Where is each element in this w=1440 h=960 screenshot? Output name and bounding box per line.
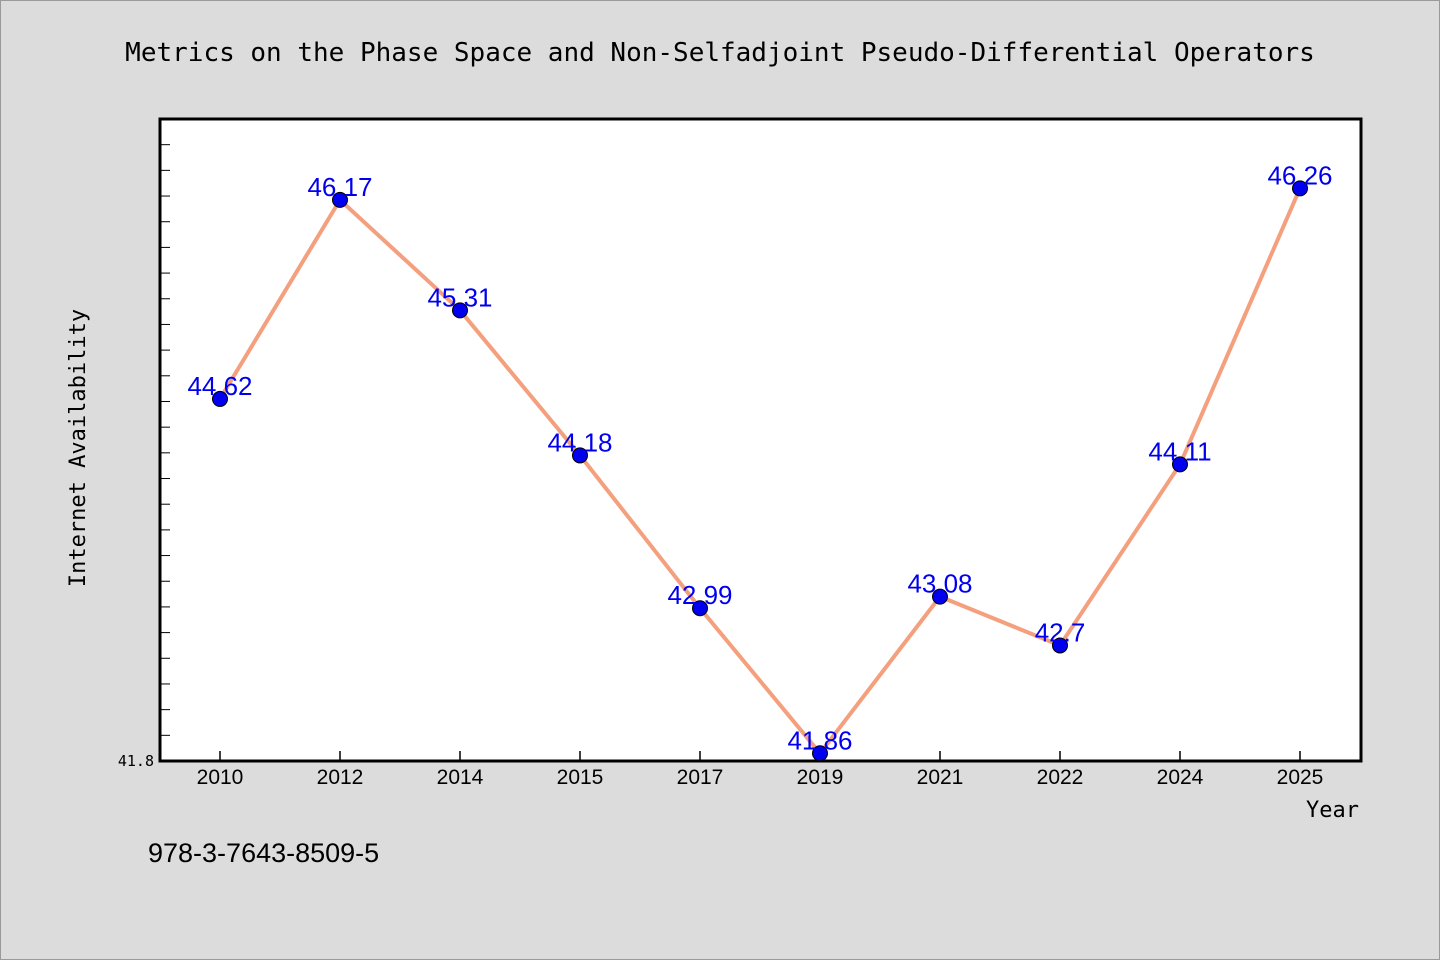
x-tick-label: 2012 (317, 766, 364, 789)
data-point[interactable] (1052, 637, 1068, 654)
x-axis-tick-labels: 2010 2012 2014 2015 2017 2019 2021 2022 2024 2025 (197, 766, 1324, 789)
chart-title: Metrics on the Phase Space and Non-Selfa… (125, 38, 1315, 68)
x-tick-label: 2024 (1157, 766, 1204, 789)
x-axis-ticks (219, 751, 1301, 761)
data-label: 46.17 (307, 172, 372, 202)
data-label: 44.62 (187, 371, 252, 401)
data-label: 44.18 (547, 427, 612, 457)
data-point[interactable] (1172, 456, 1188, 473)
y-axis-ticks (160, 118, 170, 762)
data-label: 44.11 (1148, 436, 1211, 466)
series-layer: 44.62 46.17 45.31 44.18 42.99 41.86 43.08 42.7 4… (187, 160, 1333, 762)
x-tick-label: 2025 (1277, 766, 1324, 789)
data-point[interactable] (452, 302, 468, 319)
plot-area (158, 117, 1363, 763)
isbn-code: 978-3-7643-8509-5 (148, 838, 379, 868)
y-axis-tick-labels: 41.8 (118, 752, 154, 770)
data-label: 46.26 (1267, 160, 1332, 190)
data-point[interactable] (1292, 180, 1308, 197)
data-point[interactable] (212, 390, 228, 407)
data-label: 45.31 (427, 282, 492, 312)
data-label: 41.86 (787, 725, 852, 755)
data-point[interactable] (932, 588, 948, 605)
x-tick-label: 2014 (437, 766, 484, 789)
data-point[interactable] (572, 447, 588, 464)
x-tick-label: 2015 (557, 766, 604, 789)
series-line (218, 186, 1302, 756)
x-tick-label: 2010 (197, 766, 244, 789)
y-axis-title: Internet Availability (66, 309, 91, 587)
x-tick-label: 2019 (797, 766, 844, 789)
y-tick-label: 41.8 (118, 752, 154, 770)
data-label: 42.99 (667, 580, 732, 610)
x-axis-title: Year (1306, 798, 1359, 823)
x-tick-label: 2017 (677, 766, 724, 789)
data-label: 42.7 (1035, 617, 1086, 647)
data-point[interactable] (692, 600, 708, 617)
data-label: 43.08 (907, 569, 972, 599)
data-point[interactable] (812, 745, 828, 762)
x-tick-label: 2021 (917, 766, 964, 789)
data-point[interactable] (332, 191, 348, 208)
x-tick-label: 2022 (1037, 766, 1084, 789)
